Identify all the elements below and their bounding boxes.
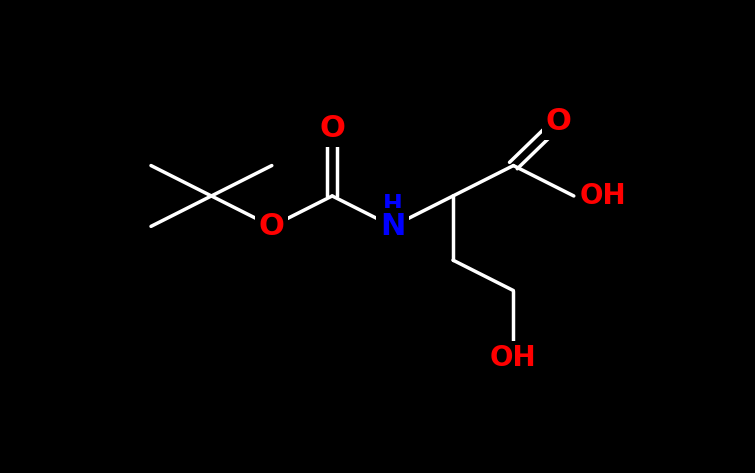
Text: N: N (380, 212, 405, 241)
Text: O: O (319, 114, 345, 143)
Text: OH: OH (490, 344, 537, 372)
Text: OH: OH (580, 182, 627, 210)
Text: H: H (383, 193, 402, 217)
Text: O: O (259, 212, 285, 241)
Text: O: O (546, 107, 572, 136)
